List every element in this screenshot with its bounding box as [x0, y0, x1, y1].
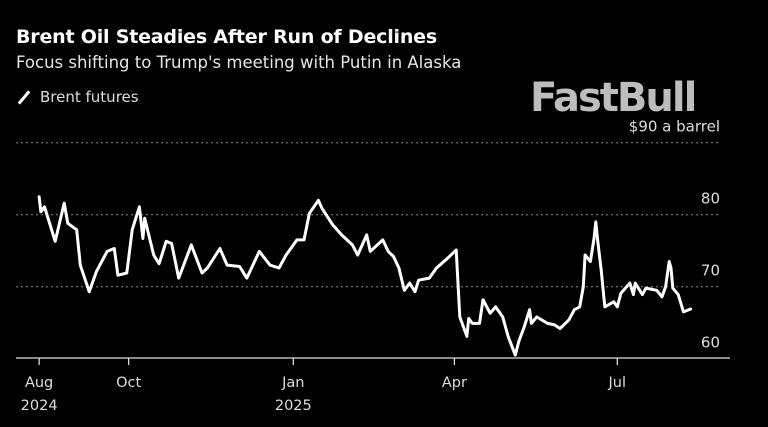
legend: Brent futures: [16, 88, 139, 106]
y-tick-label: 80: [701, 190, 720, 208]
watermark-logo: FastBull: [530, 75, 697, 121]
y-tick-label: $90 a barrel: [629, 118, 720, 136]
legend-label: Brent futures: [40, 88, 139, 106]
x-tick-sublabel: 2024: [21, 398, 58, 414]
x-tick-label: Jul: [608, 375, 627, 391]
x-tick-label: Oct: [116, 375, 141, 391]
chart-subtitle: Focus shifting to Trump's meeting with P…: [16, 53, 462, 72]
series-line-brent-futures: [37, 195, 693, 357]
y-tick-label: 70: [701, 262, 720, 280]
x-tick-label: Jan: [281, 375, 304, 391]
x-tick-sublabel: 2025: [275, 398, 312, 414]
chart-title: Brent Oil Steadies After Run of Declines: [16, 26, 437, 48]
y-tick-label: 60: [701, 334, 720, 352]
x-tick-label: Apr: [442, 375, 467, 391]
x-tick-label: Aug: [25, 375, 53, 391]
